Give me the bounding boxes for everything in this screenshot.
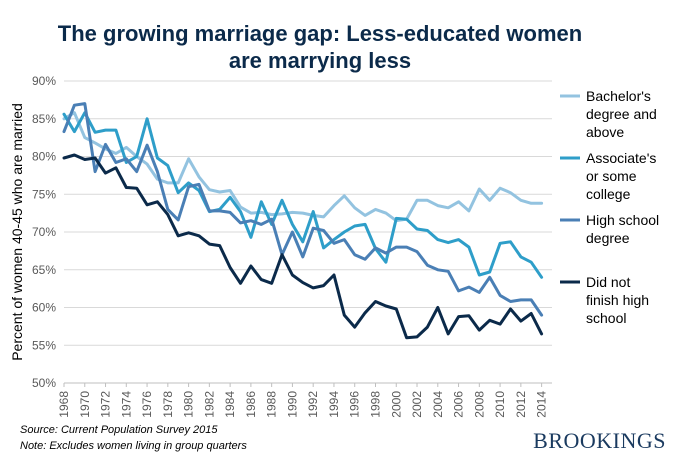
x-tick-label: 1976 [140, 391, 154, 418]
x-tick-label: 2008 [472, 391, 486, 418]
chart-title: The growing marriage gap: Less-educated … [40, 20, 600, 74]
y-tick-label: 55% [32, 338, 56, 352]
x-tick-label: 1986 [244, 391, 258, 418]
y-axis-label: Percent of women 40-45 who are married [9, 103, 25, 361]
y-tick-label: 50% [32, 376, 56, 390]
x-tick-label: 2006 [452, 391, 466, 418]
source-note: Source: Current Population Survey 2015 [20, 424, 218, 436]
x-tick-label: 1980 [182, 391, 196, 418]
x-tick-label: 1996 [348, 391, 362, 418]
x-tick-label: 1968 [57, 391, 71, 418]
y-tick-label: 60% [32, 301, 56, 315]
x-tick-label: 1982 [202, 391, 216, 418]
chart-title-line-2: are marrying less [228, 48, 412, 73]
y-tick-label: 85% [32, 112, 56, 126]
y-tick-label: 65% [32, 263, 56, 277]
x-tick-label: 2014 [535, 391, 549, 418]
y-tick-label: 70% [32, 225, 56, 239]
x-tick-label: 1974 [119, 391, 133, 418]
legend-label-4: Did not [586, 274, 630, 290]
series-line-1 [62, 111, 544, 223]
legend-label-3: High school [586, 212, 659, 228]
footnote: Note: Excludes women living in group qua… [20, 440, 247, 452]
series-lines [62, 102, 544, 340]
legend-label-4: school [586, 310, 626, 326]
chart-title-line-1: The growing marriage gap: Less-educated … [57, 21, 583, 46]
x-tick-label: 2000 [389, 391, 403, 418]
legend-label-2: college [586, 186, 631, 202]
series-line-2 [62, 111, 544, 279]
x-tick-label: 2004 [431, 391, 445, 418]
legend: Bachelor's degree and above Associate's or s… [560, 88, 659, 326]
legend-label-1: degree and [586, 106, 657, 122]
x-tick-label: 1978 [161, 391, 175, 418]
x-tick-label: 2010 [493, 391, 507, 418]
legend-label-2: or some [586, 168, 637, 184]
x-tick-label: 2012 [514, 391, 528, 418]
legend-label-3: degree [586, 230, 630, 246]
axes: 50% 55% 60% 65% 70% 75% 80% 85% 90% 1968 1970 1972 1… [32, 74, 552, 418]
gridlines [64, 80, 552, 384]
y-tick-label: 90% [32, 74, 56, 88]
x-tick-label: 1990 [285, 391, 299, 418]
x-tick-label: 1988 [265, 391, 279, 418]
y-tick-label: 80% [32, 150, 56, 164]
y-tick-label: 75% [32, 187, 56, 201]
legend-label-1: Bachelor's [586, 88, 651, 104]
x-tick-label: 1992 [306, 391, 320, 418]
x-tick-label: 1998 [368, 391, 382, 418]
brookings-logo: BROOKINGS [533, 428, 666, 453]
series-line-4 [62, 153, 544, 340]
legend-label-2: Associate's [586, 150, 656, 166]
series-line-3 [62, 102, 544, 317]
x-tick-label: 1984 [223, 391, 237, 418]
x-tick-label: 1970 [78, 391, 92, 418]
legend-label-1: above [586, 124, 624, 140]
x-tick-label: 2002 [410, 391, 424, 418]
x-tick-label: 1994 [327, 391, 341, 418]
legend-label-4: finish high [586, 292, 649, 308]
x-tick-label: 1972 [99, 391, 113, 418]
